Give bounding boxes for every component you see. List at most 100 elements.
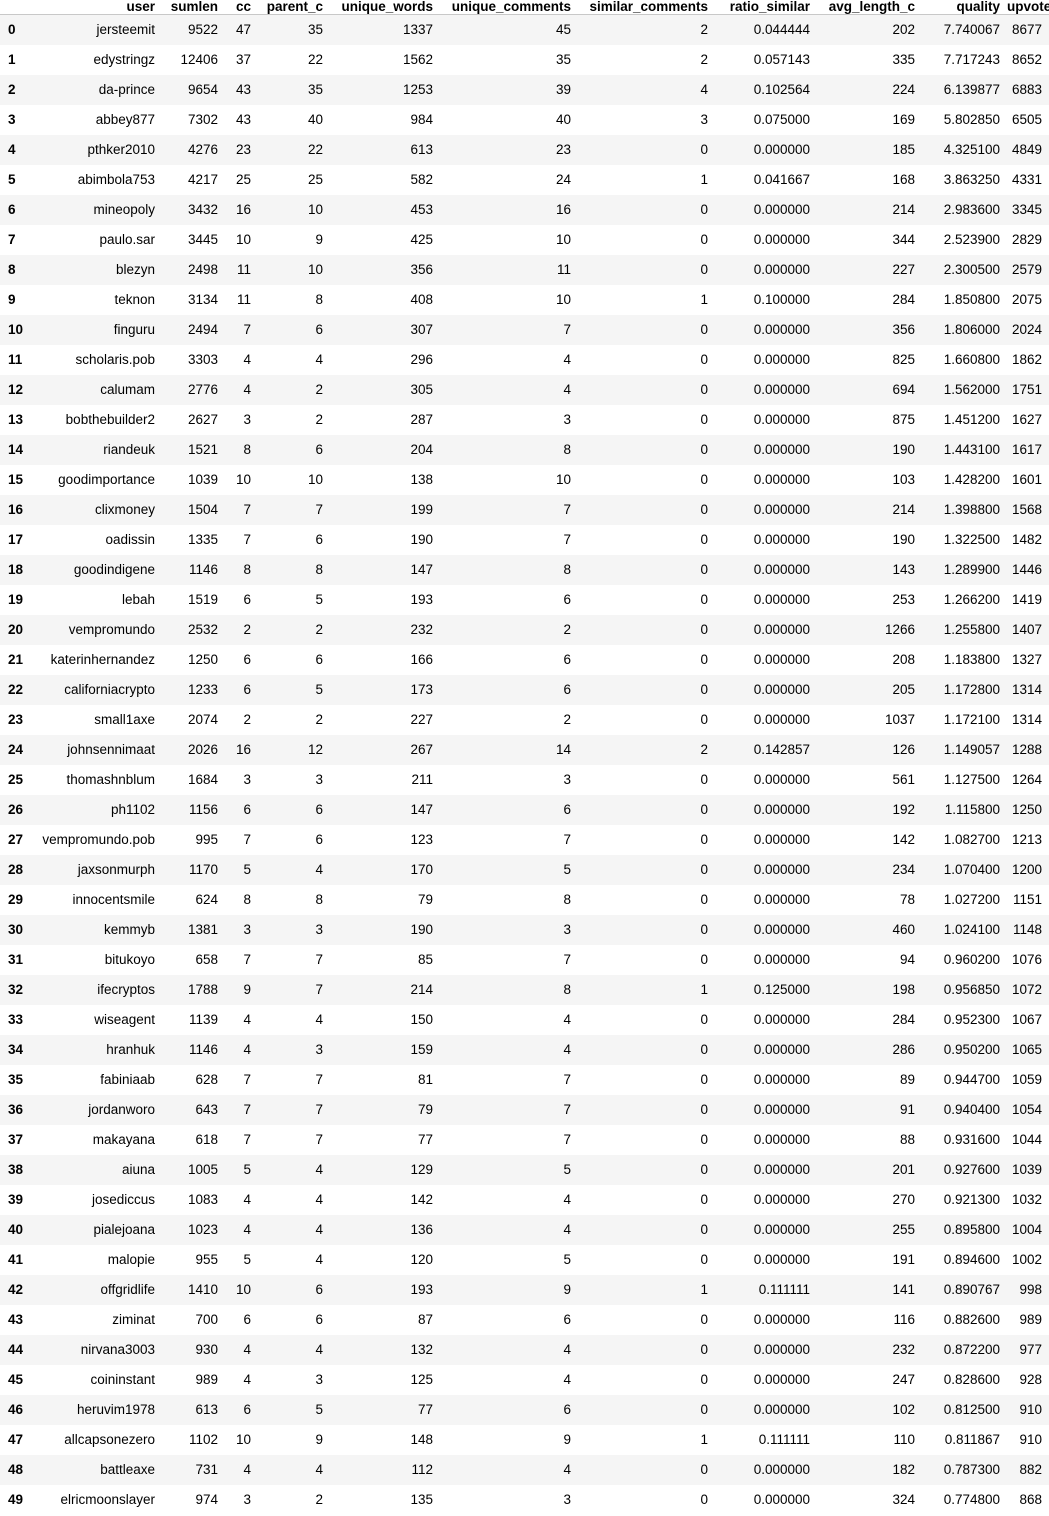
cell-quality: 0.956850 bbox=[943, 982, 1000, 997]
cell-avg-length-c: 270 bbox=[892, 1192, 915, 1207]
cell-avg-length-c: 205 bbox=[892, 682, 915, 697]
cell-similar-comments: 1 bbox=[700, 292, 708, 307]
table-row: 0 jersteemit 9522 47 35 1337 45 2 0.044444 202 7.7… bbox=[0, 14, 1049, 45]
cell-upvote: 1407 bbox=[1011, 622, 1042, 637]
cell-ratio-similar: 0.000000 bbox=[753, 922, 810, 937]
cell-cc: 6 bbox=[243, 652, 251, 667]
cell-ratio-similar: 0.000000 bbox=[753, 712, 810, 727]
column-header-upvote: upvote bbox=[1007, 0, 1049, 15]
cell-similar-comments: 0 bbox=[700, 472, 708, 487]
cell-quality: 0.872200 bbox=[943, 1342, 1000, 1357]
cell-ratio-similar: 0.041667 bbox=[753, 172, 810, 187]
cell-ratio-similar: 0.000000 bbox=[753, 412, 810, 427]
cell-quality: 4.325100 bbox=[943, 142, 1000, 157]
cell-quality: 1.183800 bbox=[943, 652, 1000, 667]
cell-unique-comments: 6 bbox=[563, 652, 571, 667]
cell-parent-c: 4 bbox=[315, 352, 323, 367]
row-index: 16 bbox=[8, 502, 24, 517]
cell-upvote: 998 bbox=[1019, 1282, 1042, 1297]
cell-ratio-similar: 0.000000 bbox=[753, 532, 810, 547]
cell-ratio-similar: 0.057143 bbox=[753, 52, 810, 67]
cell-ratio-similar: 0.000000 bbox=[753, 1012, 810, 1027]
cell-similar-comments: 0 bbox=[700, 1462, 708, 1477]
cell-user: calumam bbox=[100, 382, 155, 397]
cell-user: paulo.sar bbox=[99, 232, 155, 247]
cell-similar-comments: 0 bbox=[700, 1102, 708, 1117]
cell-sumlen: 9654 bbox=[187, 82, 218, 97]
row-index: 5 bbox=[8, 172, 16, 187]
cell-user: makayana bbox=[92, 1132, 155, 1147]
cell-ratio-similar: 0.000000 bbox=[753, 1402, 810, 1417]
cell-unique-words: 159 bbox=[410, 1042, 433, 1057]
cell-parent-c: 3 bbox=[315, 1042, 323, 1057]
cell-similar-comments: 0 bbox=[700, 1192, 708, 1207]
cell-sumlen: 3303 bbox=[187, 352, 218, 367]
cell-similar-comments: 1 bbox=[700, 982, 708, 997]
row-index: 48 bbox=[8, 1462, 24, 1477]
cell-upvote: 1446 bbox=[1011, 562, 1042, 577]
row-index: 8 bbox=[8, 262, 16, 277]
row-index: 13 bbox=[8, 412, 24, 427]
cell-avg-length-c: 284 bbox=[892, 1012, 915, 1027]
cell-similar-comments: 0 bbox=[700, 1132, 708, 1147]
cell-avg-length-c: 202 bbox=[892, 22, 915, 38]
cell-unique-comments: 39 bbox=[555, 82, 571, 97]
cell-unique-comments: 3 bbox=[563, 412, 571, 427]
cell-quality: 1.149057 bbox=[943, 742, 1000, 757]
table-row: 30 kemmyb 1381 3 3 190 3 0 0.000000 460 1.024100 11… bbox=[0, 914, 1049, 945]
cell-quality: 1.806000 bbox=[943, 322, 1000, 337]
row-index: 18 bbox=[8, 562, 24, 577]
cell-upvote: 1076 bbox=[1011, 952, 1042, 967]
cell-similar-comments: 2 bbox=[700, 22, 708, 38]
cell-sumlen: 955 bbox=[195, 1252, 218, 1267]
cell-avg-length-c: 324 bbox=[892, 1492, 915, 1507]
cell-upvote: 1627 bbox=[1011, 412, 1042, 427]
cell-unique-words: 142 bbox=[410, 1192, 433, 1207]
cell-upvote: 1151 bbox=[1012, 892, 1042, 907]
cell-ratio-similar: 0.000000 bbox=[753, 1162, 810, 1177]
cell-unique-words: 199 bbox=[410, 502, 433, 517]
cell-unique-words: 81 bbox=[417, 1072, 433, 1087]
row-index: 47 bbox=[8, 1432, 24, 1447]
cell-ratio-similar: 0.000000 bbox=[753, 1252, 810, 1267]
cell-similar-comments: 0 bbox=[700, 262, 708, 277]
cell-unique-comments: 8 bbox=[563, 892, 571, 907]
cell-upvote: 1601 bbox=[1011, 472, 1042, 487]
cell-parent-c: 25 bbox=[307, 172, 323, 187]
row-index: 7 bbox=[8, 232, 16, 247]
cell-unique-words: 85 bbox=[417, 952, 433, 967]
cell-cc: 4 bbox=[243, 1192, 251, 1207]
cell-similar-comments: 4 bbox=[700, 82, 708, 97]
cell-similar-comments: 0 bbox=[700, 1342, 708, 1357]
cell-ratio-similar: 0.100000 bbox=[753, 292, 810, 307]
cell-cc: 6 bbox=[243, 1312, 251, 1327]
cell-ratio-similar: 0.044444 bbox=[753, 22, 810, 38]
cell-parent-c: 2 bbox=[315, 622, 323, 637]
cell-ratio-similar: 0.000000 bbox=[753, 652, 810, 667]
table-row: 45 coininstant 989 4 3 125 4 0 0.000000 247 0.8286… bbox=[0, 1364, 1049, 1395]
cell-avg-length-c: 825 bbox=[892, 352, 915, 367]
cell-upvote: 910 bbox=[1019, 1432, 1042, 1447]
cell-upvote: 2024 bbox=[1011, 322, 1042, 337]
cell-quality: 0.890767 bbox=[943, 1282, 1000, 1297]
cell-cc: 5 bbox=[243, 1252, 251, 1267]
cell-cc: 9 bbox=[243, 982, 251, 997]
cell-quality: 1.027200 bbox=[943, 892, 1000, 907]
cell-upvote: 2075 bbox=[1011, 292, 1042, 307]
cell-user: hranhuk bbox=[106, 1042, 155, 1057]
cell-upvote: 8652 bbox=[1011, 52, 1042, 67]
cell-sumlen: 1146 bbox=[188, 562, 218, 577]
cell-upvote: 1617 bbox=[1011, 442, 1042, 457]
cell-ratio-similar: 0.075000 bbox=[753, 112, 810, 127]
cell-unique-comments: 14 bbox=[555, 742, 571, 757]
cell-parent-c: 3 bbox=[315, 1372, 323, 1387]
cell-similar-comments: 0 bbox=[700, 562, 708, 577]
cell-similar-comments: 0 bbox=[700, 352, 708, 367]
cell-parent-c: 7 bbox=[315, 952, 323, 967]
cell-unique-words: 267 bbox=[410, 742, 433, 757]
table-row: 47 allcapsonezero 1102 10 9 148 9 1 0.111111 110 0… bbox=[0, 1424, 1049, 1455]
cell-parent-c: 8 bbox=[315, 892, 323, 907]
cell-similar-comments: 0 bbox=[700, 1372, 708, 1387]
cell-unique-comments: 35 bbox=[555, 52, 571, 67]
